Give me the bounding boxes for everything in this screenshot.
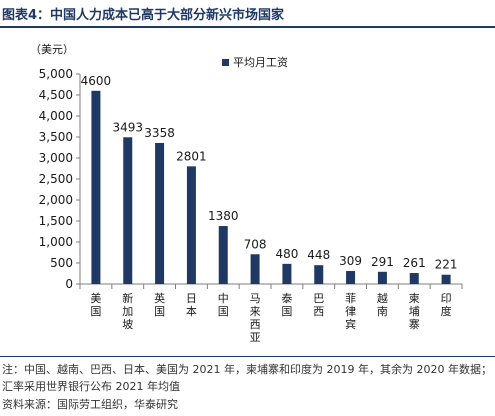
bar-2 (123, 137, 133, 284)
bar-chart: 0 500 1,000 1,500 2,000 2,500 3,000 3,500 4,000 4… (39, 56, 463, 344)
data-label: 261 (403, 256, 426, 270)
x-tick-label: 日本 (186, 292, 197, 318)
bar-12 (441, 274, 451, 284)
y-tick-label: 4,500 (39, 88, 73, 102)
y-axis-unit-label: （美元） (30, 43, 74, 56)
bar-4 (186, 166, 196, 284)
chart-title: 图表4：中国人力成本已高于大部分新兴市场国家 (2, 8, 285, 23)
note-divider (0, 356, 495, 357)
y-tick-label: 5,000 (39, 67, 73, 81)
data-label: 448 (307, 248, 330, 262)
y-tick-label: 4,000 (39, 109, 73, 123)
y-tick-label: 500 (50, 256, 73, 270)
y-tick-label: 2,500 (39, 172, 73, 186)
data-label: 1380 (208, 209, 239, 223)
data-label: 291 (371, 255, 394, 269)
bar-6 (250, 254, 260, 284)
x-tick-label: 泰国 (281, 291, 292, 318)
y-tick-label: 2,000 (39, 193, 73, 207)
x-tick-label: 柬埔寨 (409, 292, 420, 331)
data-label: 708 (244, 237, 267, 251)
bar-5 (218, 226, 228, 284)
y-tick-label: 3,500 (39, 130, 73, 144)
chart-note: 注：中国、越南、巴西、日本、美国为 2021 年，柬埔寨和印度为 2019 年，… (2, 363, 492, 393)
x-tick-label: 美国 (90, 292, 101, 318)
x-tick-label: 中国 (218, 292, 229, 318)
bar-8 (314, 265, 324, 284)
bar-1 (91, 90, 101, 284)
bar-10 (377, 271, 387, 284)
x-tick-label: 菲律宾 (345, 292, 356, 331)
title-bar: 图表4：中国人力成本已高于大部分新兴市场国家 (0, 0, 495, 28)
chart-source: 资料来源：国际劳工组织，华泰研究 (2, 398, 178, 411)
y-tick-label: 1,000 (39, 235, 73, 249)
x-tick-label: 马来西亚 (250, 292, 261, 344)
y-tick-label: 1,500 (39, 214, 73, 228)
bar-9 (346, 271, 356, 284)
data-label: 221 (435, 258, 458, 272)
data-label: 4600 (81, 74, 112, 88)
x-tick-label: 新加坡 (122, 291, 133, 331)
x-tick-label: 英国 (154, 291, 165, 318)
bar-11 (409, 273, 419, 284)
x-tick-label: 巴西 (313, 292, 324, 318)
legend-swatch (222, 59, 229, 66)
data-label: 480 (275, 247, 298, 261)
y-tick-label: 0 (65, 277, 73, 291)
data-label: 3358 (144, 126, 175, 140)
y-tick-label: 3,000 (39, 151, 73, 165)
x-tick-label: 越南 (377, 291, 388, 318)
data-label: 309 (339, 254, 362, 268)
data-label: 2801 (176, 149, 207, 163)
legend-label: 平均月工资 (233, 56, 288, 69)
x-tick-label: 印度 (441, 292, 452, 318)
bar-7 (282, 263, 292, 284)
bar-3 (155, 142, 165, 284)
data-label: 3493 (112, 120, 143, 134)
